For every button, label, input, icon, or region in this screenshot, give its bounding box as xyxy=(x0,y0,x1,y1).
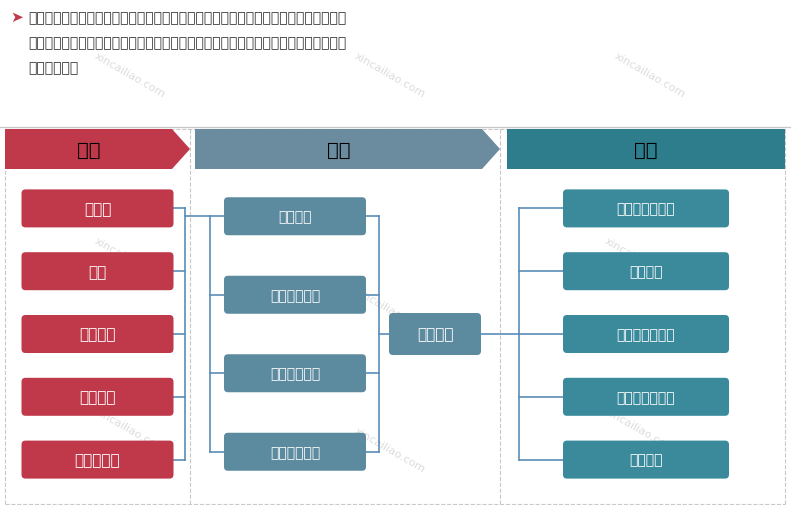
Bar xyxy=(507,130,785,170)
Text: 上游: 上游 xyxy=(77,140,100,159)
Text: 下游: 下游 xyxy=(634,140,658,159)
FancyBboxPatch shape xyxy=(563,190,729,228)
FancyBboxPatch shape xyxy=(21,190,173,228)
FancyBboxPatch shape xyxy=(224,355,366,392)
Text: 激光商教投影机: 激光商教投影机 xyxy=(617,327,676,341)
FancyBboxPatch shape xyxy=(21,252,173,290)
Text: 整机系统: 整机系统 xyxy=(417,327,453,342)
FancyBboxPatch shape xyxy=(224,198,366,236)
Text: ➤: ➤ xyxy=(10,10,23,25)
Text: 激光光源: 激光光源 xyxy=(278,210,312,224)
Polygon shape xyxy=(5,130,190,170)
Text: 激光显示光机: 激光显示光机 xyxy=(270,367,320,380)
Text: 中游: 中游 xyxy=(327,140,350,159)
FancyBboxPatch shape xyxy=(21,378,173,416)
Text: xincailiao.com: xincailiao.com xyxy=(93,405,167,453)
Text: 激光显示光机: 激光显示光机 xyxy=(270,288,320,302)
Text: 操作系统: 操作系统 xyxy=(79,389,115,405)
Text: 其他零部件: 其他零部件 xyxy=(74,452,120,467)
FancyBboxPatch shape xyxy=(224,433,366,471)
Text: 激光器: 激光器 xyxy=(84,201,112,217)
Text: xincailiao.com: xincailiao.com xyxy=(353,425,427,473)
Polygon shape xyxy=(195,130,500,170)
Text: 光学镜头: 光学镜头 xyxy=(79,327,115,342)
FancyBboxPatch shape xyxy=(563,316,729,354)
Text: xincailiao.com: xincailiao.com xyxy=(353,50,427,99)
Text: xincailiao.com: xincailiao.com xyxy=(93,235,167,284)
FancyBboxPatch shape xyxy=(389,314,481,356)
FancyBboxPatch shape xyxy=(224,276,366,314)
Text: xincailiao.com: xincailiao.com xyxy=(93,50,167,99)
FancyBboxPatch shape xyxy=(21,441,173,479)
Text: xincailiao.com: xincailiao.com xyxy=(353,285,427,334)
FancyBboxPatch shape xyxy=(563,441,729,479)
Text: 激光显示光机: 激光显示光机 xyxy=(270,445,320,459)
Text: 芯片: 芯片 xyxy=(89,264,107,279)
Text: 激光工程投影机: 激光工程投影机 xyxy=(617,390,676,404)
Text: 激光电影放映机: 激光电影放映机 xyxy=(617,202,676,216)
FancyBboxPatch shape xyxy=(563,252,729,290)
FancyBboxPatch shape xyxy=(21,316,173,354)
Text: xincailiao.com: xincailiao.com xyxy=(603,235,677,284)
Text: 其他产品: 其他产品 xyxy=(630,452,663,467)
Text: 激光电视: 激光电视 xyxy=(630,265,663,279)
Text: xincailiao.com: xincailiao.com xyxy=(613,50,687,99)
FancyBboxPatch shape xyxy=(563,378,729,416)
Text: xincailiao.com: xincailiao.com xyxy=(603,405,677,453)
Text: 激光显示产业链涉及到微电子、激光、光学、光机电、家电等多个领域，行业上游是激
光、光学、光电和机电核心零部件，中游是激光显示引擎及整机产品，下游是激光显示
的各: 激光显示产业链涉及到微电子、激光、光学、光机电、家电等多个领域，行业上游是激 光… xyxy=(28,11,346,75)
